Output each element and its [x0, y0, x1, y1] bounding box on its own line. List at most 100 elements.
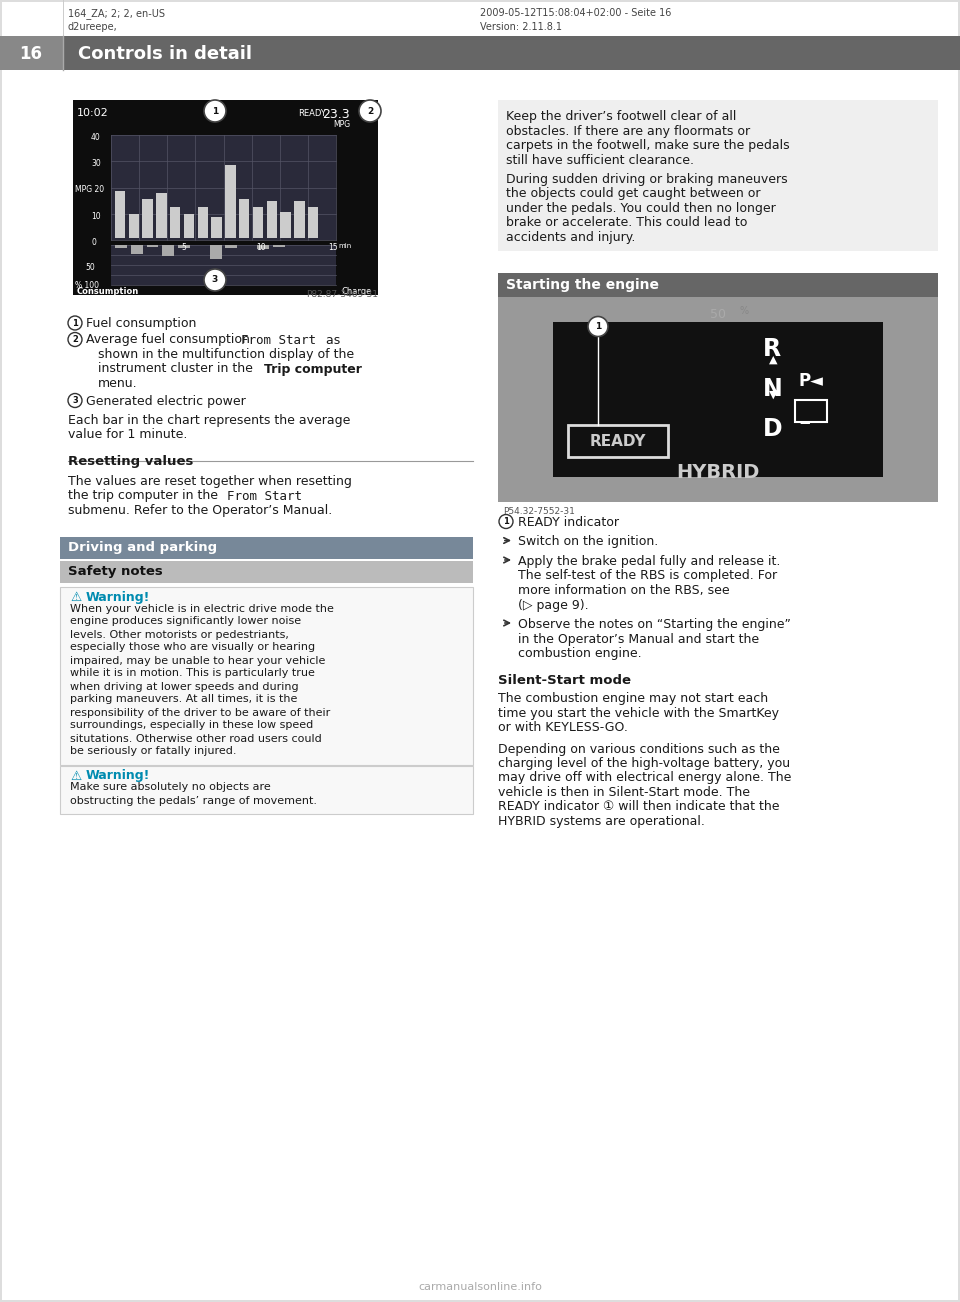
Text: 10:02: 10:02	[77, 108, 108, 118]
Bar	[0, 1299, 960, 1302]
Text: The values are reset together when resetting: The values are reset together when reset…	[68, 475, 352, 488]
Bar	[60, 586, 473, 764]
Text: HYBRID systems are operational.: HYBRID systems are operational.	[498, 815, 705, 828]
Text: Controls in detail: Controls in detail	[78, 46, 252, 62]
Bar	[0, 36, 63, 70]
Text: 16: 16	[19, 46, 42, 62]
Text: 10: 10	[91, 212, 101, 221]
Bar	[239, 199, 250, 238]
Bar	[226, 164, 235, 238]
Text: value for 1 minute.: value for 1 minute.	[68, 428, 187, 441]
Text: be seriously or fatally injured.: be seriously or fatally injured.	[70, 746, 236, 756]
Bar	[280, 212, 291, 238]
Text: situtations. Otherwise other road users could: situtations. Otherwise other road users …	[70, 733, 322, 743]
Text: the trip computer in the: the trip computer in the	[68, 490, 222, 503]
Text: 10: 10	[256, 243, 266, 253]
Text: Each bar in the chart represents the average: Each bar in the chart represents the ave…	[68, 414, 350, 427]
Bar	[147, 245, 158, 247]
Bar	[553, 322, 883, 477]
Text: READY indicator ① will then indicate that the: READY indicator ① will then indicate tha…	[498, 801, 780, 814]
Text: 1: 1	[72, 319, 78, 328]
Text: Version: 2.11.8.1: Version: 2.11.8.1	[480, 22, 562, 33]
Text: From Start: From Start	[227, 490, 302, 503]
Text: d2ureepe,: d2ureepe,	[68, 22, 118, 33]
Text: engine produces significantly lower noise: engine produces significantly lower nois…	[70, 617, 301, 626]
Text: may drive off with electrical energy alone. The: may drive off with electrical energy alo…	[498, 772, 791, 785]
Text: Fuel consumption: Fuel consumption	[86, 316, 197, 329]
Text: 164_ZA; 2; 2, en-US: 164_ZA; 2; 2, en-US	[68, 8, 165, 20]
Text: time you start the vehicle with the SmartKey: time you start the vehicle with the Smar…	[498, 707, 779, 720]
Text: brake or accelerate. This could lead to: brake or accelerate. This could lead to	[506, 216, 748, 229]
Bar	[60, 536, 473, 559]
Text: Keep the driver’s footwell clear of all: Keep the driver’s footwell clear of all	[506, 109, 736, 122]
Bar	[257, 245, 269, 249]
Text: combustion engine.: combustion engine.	[518, 647, 641, 660]
Text: charging level of the high-voltage battery, you: charging level of the high-voltage batte…	[498, 756, 790, 769]
Bar	[73, 100, 378, 296]
Circle shape	[204, 100, 226, 122]
Text: ⚠: ⚠	[70, 591, 82, 604]
Text: still have sufficient clearance.: still have sufficient clearance.	[506, 154, 694, 167]
Bar	[111, 245, 336, 285]
Circle shape	[359, 100, 381, 122]
Text: Safety notes: Safety notes	[68, 565, 163, 578]
Bar	[568, 424, 668, 457]
Text: (▷ page 9).: (▷ page 9).	[518, 599, 588, 612]
Circle shape	[588, 316, 608, 336]
Text: N: N	[763, 376, 782, 401]
Text: 40: 40	[91, 133, 101, 142]
Text: Resetting values: Resetting values	[68, 454, 193, 467]
Text: Average fuel consumption: Average fuel consumption	[86, 333, 253, 346]
Text: surroundings, especially in these low speed: surroundings, especially in these low sp…	[70, 720, 313, 730]
Bar	[131, 245, 143, 254]
Text: From Start: From Start	[241, 333, 316, 346]
Text: 1: 1	[212, 107, 218, 116]
Text: parking maneuvers. At all times, it is the: parking maneuvers. At all times, it is t…	[70, 694, 298, 704]
Bar	[179, 245, 190, 249]
Text: the objects could get caught between or: the objects could get caught between or	[506, 187, 760, 201]
Text: %: %	[740, 306, 749, 316]
Text: impaired, may be unable to hear your vehicle: impaired, may be unable to hear your veh…	[70, 655, 325, 665]
Text: 3: 3	[212, 276, 218, 285]
Bar	[0, 0, 960, 36]
Text: Consumption: Consumption	[77, 286, 139, 296]
Text: Driving and parking: Driving and parking	[68, 540, 217, 553]
Text: During sudden driving or braking maneuvers: During sudden driving or braking maneuve…	[506, 173, 787, 186]
Text: especially those who are visually or hearing: especially those who are visually or hea…	[70, 642, 315, 652]
Bar	[162, 245, 174, 256]
Text: when driving at lower speeds and during: when driving at lower speeds and during	[70, 681, 299, 691]
Text: in the Operator’s Manual and start the: in the Operator’s Manual and start the	[518, 633, 759, 646]
Text: The combustion engine may not start each: The combustion engine may not start each	[498, 691, 768, 704]
Text: 50: 50	[85, 263, 95, 272]
Text: shown in the multifunction display of the: shown in the multifunction display of th…	[98, 348, 354, 361]
Text: READY indicator: READY indicator	[518, 516, 619, 529]
Text: Switch on the ignition.: Switch on the ignition.	[518, 535, 659, 548]
Text: 23.3: 23.3	[323, 108, 350, 121]
Text: 30: 30	[91, 159, 101, 168]
Circle shape	[68, 393, 82, 408]
Text: Observe the notes on “Starting the engine”: Observe the notes on “Starting the engin…	[518, 618, 791, 631]
Text: obstacles. If there are any floormats or: obstacles. If there are any floormats or	[506, 125, 750, 138]
Text: or with KEYLESS-GO.: or with KEYLESS-GO.	[498, 721, 628, 734]
Text: MPG 20: MPG 20	[75, 185, 104, 194]
Text: more information on the RBS, see: more information on the RBS, see	[518, 585, 730, 598]
Text: Make sure absolutely no objects are: Make sure absolutely no objects are	[70, 783, 271, 793]
Bar	[252, 207, 263, 238]
Bar	[211, 217, 222, 238]
Bar	[498, 297, 938, 501]
Bar	[295, 202, 304, 238]
Text: 50: 50	[710, 309, 726, 322]
Bar	[129, 215, 139, 238]
Bar	[267, 202, 277, 238]
Bar	[198, 207, 208, 238]
Text: Charge: Charge	[342, 286, 372, 296]
Bar	[142, 199, 153, 238]
Bar	[0, 0, 2, 1302]
Text: vehicle is then in Silent-Start mode. The: vehicle is then in Silent-Start mode. Th…	[498, 786, 750, 799]
Bar	[170, 207, 180, 238]
Text: responsibility of the driver to be aware of their: responsibility of the driver to be aware…	[70, 707, 330, 717]
Text: while it is in motion. This is particularly true: while it is in motion. This is particula…	[70, 668, 315, 678]
Text: Generated electric power: Generated electric power	[86, 395, 246, 408]
Bar	[111, 135, 336, 240]
Text: Starting the engine: Starting the engine	[506, 277, 659, 292]
